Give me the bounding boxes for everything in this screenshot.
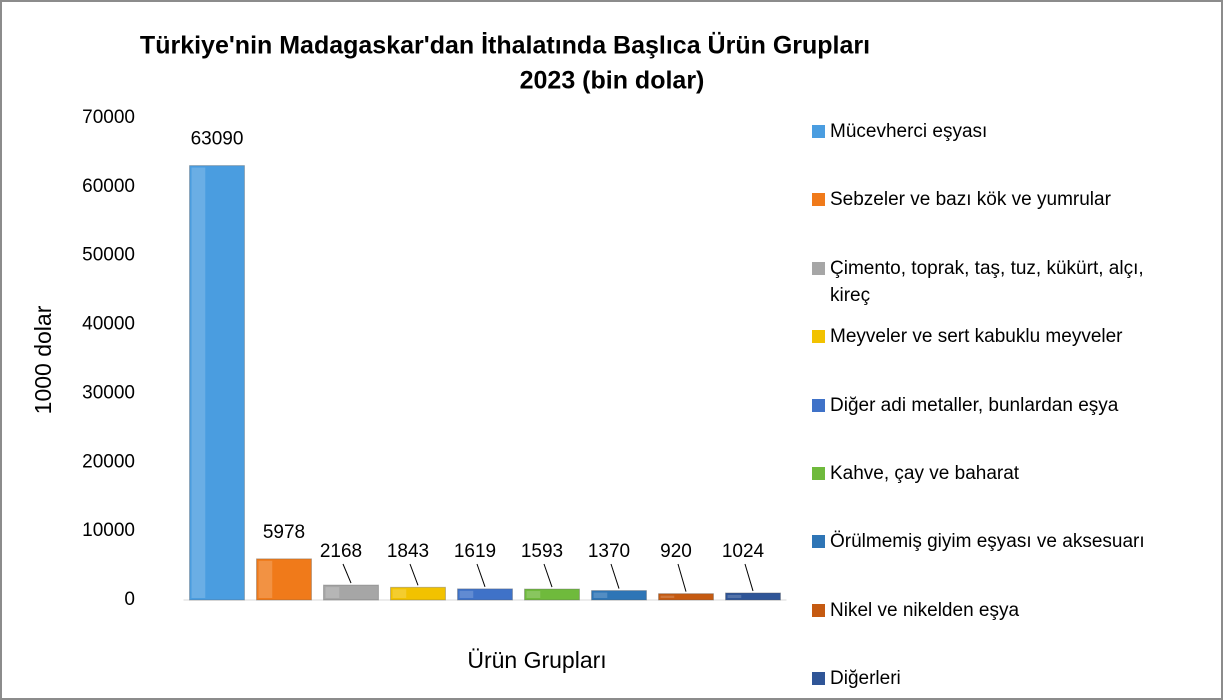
bar [256,558,312,601]
legend-swatch [812,398,825,412]
data-label: 5978 [263,522,305,543]
legend-item: Meyveler ve sert kabuklu meyveler [812,323,1212,350]
bar-highlight [191,167,206,598]
legend-swatch [812,330,825,344]
legend-label: Diğerleri [830,668,901,690]
data-label: 1619 [454,541,496,562]
legend-item: Diğerleri [812,665,1212,692]
bar [524,588,580,601]
legend-label: Diğer adi metaller, bunlardan eşya [830,394,1119,416]
legend-label: Kahve, çay ve baharat [830,463,1020,484]
bar [725,592,781,601]
y-tick-label: 60000 [82,176,135,197]
legend-swatch [812,125,825,138]
legend-label: Mücevherci eşyası [830,121,988,142]
data-label: 1024 [722,541,765,562]
legend-label: Sebzeler ve bazı kök ve yumrular [830,189,1111,211]
legend-item: Kahve, çay ve baharat [812,460,1212,487]
leader-line [342,563,352,584]
leader-line [677,563,687,592]
legend-item: Çimento, toprak, taş, tuz, kükürt, alçı,… [812,255,1212,309]
bar [189,165,245,601]
data-label: 63090 [191,129,244,150]
leader-line [409,563,419,586]
bar-highlight [727,594,742,598]
bar-highlight [660,595,675,598]
chart-title: Türkiye'nin Madagaskar'dan İthalatında B… [140,31,870,60]
y-tick-label: 30000 [82,382,135,403]
legend-swatch [812,672,825,686]
legend-item: Nikel ve nikelden eşya [812,597,1212,624]
leader-line [744,563,754,592]
bar [323,584,379,601]
data-label: 2168 [320,541,362,562]
legend-label: Nikel ve nikelden eşya [830,599,1020,621]
legend-swatch [812,603,825,617]
legend-item: Örülmemiş giyim eşyası ve aksesuarı [812,528,1212,555]
chart-subtitle: 2023 (bin dolar) [520,67,705,95]
data-label: 1843 [387,541,429,562]
legend-item: Sebzeler ve bazı kök ve yumrular [812,186,1212,213]
legend-label: Örülmemiş giyim eşyası ve aksesuarı [830,531,1145,553]
leader-line [610,563,620,589]
y-tick-label: 50000 [82,245,135,266]
legend-label: Çimento, toprak, taş, tuz, kükürt, alçı,… [830,257,1144,306]
bar-highlight [258,560,273,598]
legend-item: Diğer adi metaller, bunlardan eşya [812,392,1212,419]
bar [457,588,513,601]
bar-highlight [526,591,541,598]
bar [658,593,714,601]
bar-highlight [593,592,608,598]
y-tick-label: 70000 [82,107,135,128]
y-tick-label: 10000 [82,520,135,541]
bar [390,586,446,601]
x-axis-label: Ürün Grupları [467,647,606,673]
data-label: 920 [660,541,692,562]
bar [591,590,647,601]
data-label: 1593 [521,541,563,562]
leader-line [476,563,486,588]
legend-label: Meyveler ve sert kabuklu meyveler [830,326,1123,348]
leader-line [543,563,553,588]
legend-swatch [812,467,825,480]
bar-highlight [392,589,407,598]
legend-swatch [812,535,825,549]
y-tick-label: 40000 [82,314,135,335]
y-tick-label: 20000 [82,451,135,472]
y-tick-label: 0 [124,589,135,610]
legend-item: Mücevherci eşyası [812,118,1212,145]
bar-highlight [459,590,474,598]
y-axis-label: 1000 dolar [30,305,56,414]
data-label: 1370 [588,541,630,562]
legend-swatch [812,193,825,207]
bar-highlight [325,587,340,598]
legend-swatch [812,261,825,275]
